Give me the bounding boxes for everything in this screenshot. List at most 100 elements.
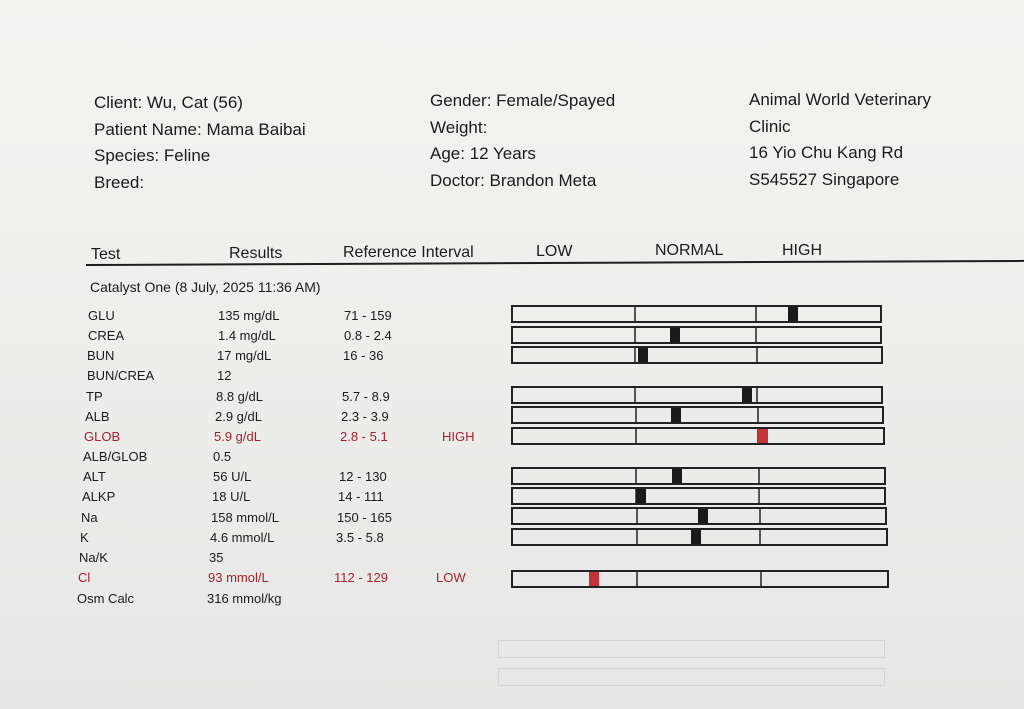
- test-name: K: [80, 530, 89, 545]
- table-row: BUN 17 mg/dL 16 - 36: [87, 348, 607, 368]
- reference-interval: 0.8 - 2.4: [344, 328, 392, 343]
- reference-interval: 16 - 36: [343, 348, 384, 363]
- clinic-info: Animal World Veterinary Clinic 16 Yio Ch…: [749, 87, 931, 193]
- gauge-divider: [758, 469, 760, 483]
- gauge-divider: [635, 469, 637, 483]
- result-flag: HIGH: [442, 429, 475, 444]
- gauge-marker: [742, 388, 752, 402]
- gauge-divider: [636, 572, 638, 586]
- table-row: Osm Calc 316 mmol/kg: [77, 591, 597, 611]
- gauge-divider: [635, 429, 637, 443]
- test-name: ALT: [83, 469, 106, 484]
- column-results: Results: [229, 245, 283, 262]
- result-value: 135 mg/dL: [218, 308, 280, 323]
- table-row: GLU 135 mg/dL 71 - 159: [88, 308, 608, 328]
- reference-interval: 2.8 - 5.1: [340, 429, 388, 444]
- gauge-marker: [638, 348, 648, 362]
- test-name: ALB/GLOB: [83, 449, 148, 464]
- gauge-marker: [788, 307, 798, 321]
- test-name: TP: [86, 389, 103, 404]
- table-row: GLOB 5.9 g/dL 2.8 - 5.1 HIGH: [84, 429, 604, 449]
- doctor-line: Doctor: Brandon Meta: [430, 170, 597, 190]
- result-value: 1.4 mg/dL: [218, 328, 276, 343]
- reference-interval: 71 - 159: [344, 308, 392, 323]
- test-name: ALB: [85, 409, 110, 424]
- result-value: 0.5: [213, 449, 232, 464]
- client-line: Client: Wu, Cat (56): [94, 93, 243, 112]
- reference-gauge: [511, 305, 882, 323]
- gauge-divider: [636, 530, 638, 544]
- test-name: GLOB: [84, 429, 121, 444]
- clinic-name-line1: Animal World Veterinary: [749, 90, 932, 109]
- result-value: 5.9 g/dL: [214, 429, 261, 444]
- table-row: ALT 56 U/L 12 - 130: [83, 469, 603, 489]
- test-name: Osm Calc: [77, 591, 135, 606]
- gauge-divider: [759, 509, 761, 523]
- result-value: 12: [217, 368, 232, 383]
- gauge-marker: [672, 469, 682, 483]
- result-value: 316 mmol/kg: [207, 591, 282, 606]
- table-row: Cl 93 mmol/L 112 - 129 LOW: [78, 570, 598, 590]
- reference-gauge: [511, 507, 887, 525]
- gender-line: Gender: Female/Spayed: [430, 91, 616, 110]
- table-row: CREA 1.4 mg/dL 0.8 - 2.4: [88, 328, 608, 348]
- patient-name-line: Patient Name: Mama Baibai: [94, 119, 306, 139]
- gauge-divider: [755, 307, 757, 321]
- table-row: ALKP 18 U/L 14 - 111: [82, 489, 602, 509]
- column-reference: Reference Interval: [343, 244, 474, 261]
- gauge-divider: [634, 348, 636, 362]
- table-row: Na 158 mmol/L 150 - 165: [81, 510, 601, 530]
- reference-gauge: [511, 528, 888, 546]
- gauge-divider: [759, 530, 761, 544]
- gauge-divider: [636, 509, 638, 523]
- test-name: CREA: [88, 328, 125, 343]
- table-row: ALB 2.9 g/dL 2.3 - 3.9: [85, 409, 605, 429]
- gauge-marker: [691, 530, 701, 544]
- address-line2: S545527 Singapore: [749, 169, 900, 189]
- gauge-divider: [756, 388, 758, 402]
- column-test: Test: [91, 246, 121, 263]
- age-line: Age: 12 Years: [430, 144, 536, 163]
- gauge-divider: [758, 489, 760, 503]
- section-title: Catalyst One (8 July, 2025 11:36 AM): [90, 279, 321, 295]
- reference-interval: 12 - 130: [339, 469, 387, 484]
- column-high: HIGH: [782, 242, 822, 259]
- reference-gauge: [511, 570, 889, 588]
- patient-info: Client: Wu, Cat (56) Patient Name: Mama …: [94, 90, 306, 196]
- show-through-box: [498, 668, 885, 686]
- reference-gauge: [511, 326, 882, 344]
- gauge-divider: [757, 408, 759, 422]
- reference-interval: 112 - 129: [334, 570, 388, 585]
- result-flag: LOW: [436, 570, 466, 585]
- species-line: Species: Feline: [94, 146, 211, 165]
- gauge-divider: [635, 408, 637, 422]
- show-through-box: [498, 640, 885, 658]
- clinic-name-line2: Clinic: [749, 116, 791, 136]
- weight-line: Weight:: [430, 117, 488, 137]
- gauge-divider: [634, 307, 636, 321]
- result-value: 4.6 mmol/L: [210, 530, 275, 545]
- result-value: 2.9 g/dL: [215, 409, 262, 424]
- gauge-marker: [589, 572, 599, 586]
- gauge-marker: [636, 489, 646, 503]
- result-value: 158 mmol/L: [211, 510, 279, 525]
- gauge-marker: [758, 429, 768, 443]
- result-value: 8.8 g/dL: [216, 389, 263, 404]
- gauge-divider: [634, 328, 636, 342]
- test-name: Na/K: [79, 550, 108, 565]
- gauge-divider: [760, 572, 762, 586]
- column-low: LOW: [536, 243, 573, 260]
- gauge-marker: [698, 509, 708, 523]
- test-name: Cl: [78, 570, 91, 585]
- reference-interval: 3.5 - 5.8: [336, 530, 384, 545]
- reference-interval: 2.3 - 3.9: [341, 409, 389, 424]
- gauge-marker: [670, 328, 680, 342]
- table-row: TP 8.8 g/dL 5.7 - 8.9: [86, 389, 606, 409]
- reference-gauge: [511, 467, 886, 485]
- table-row: Na/K 35: [79, 550, 599, 570]
- breed-line: Breed:: [94, 172, 145, 192]
- result-value: 56 U/L: [213, 469, 252, 484]
- test-name: BUN: [87, 348, 115, 363]
